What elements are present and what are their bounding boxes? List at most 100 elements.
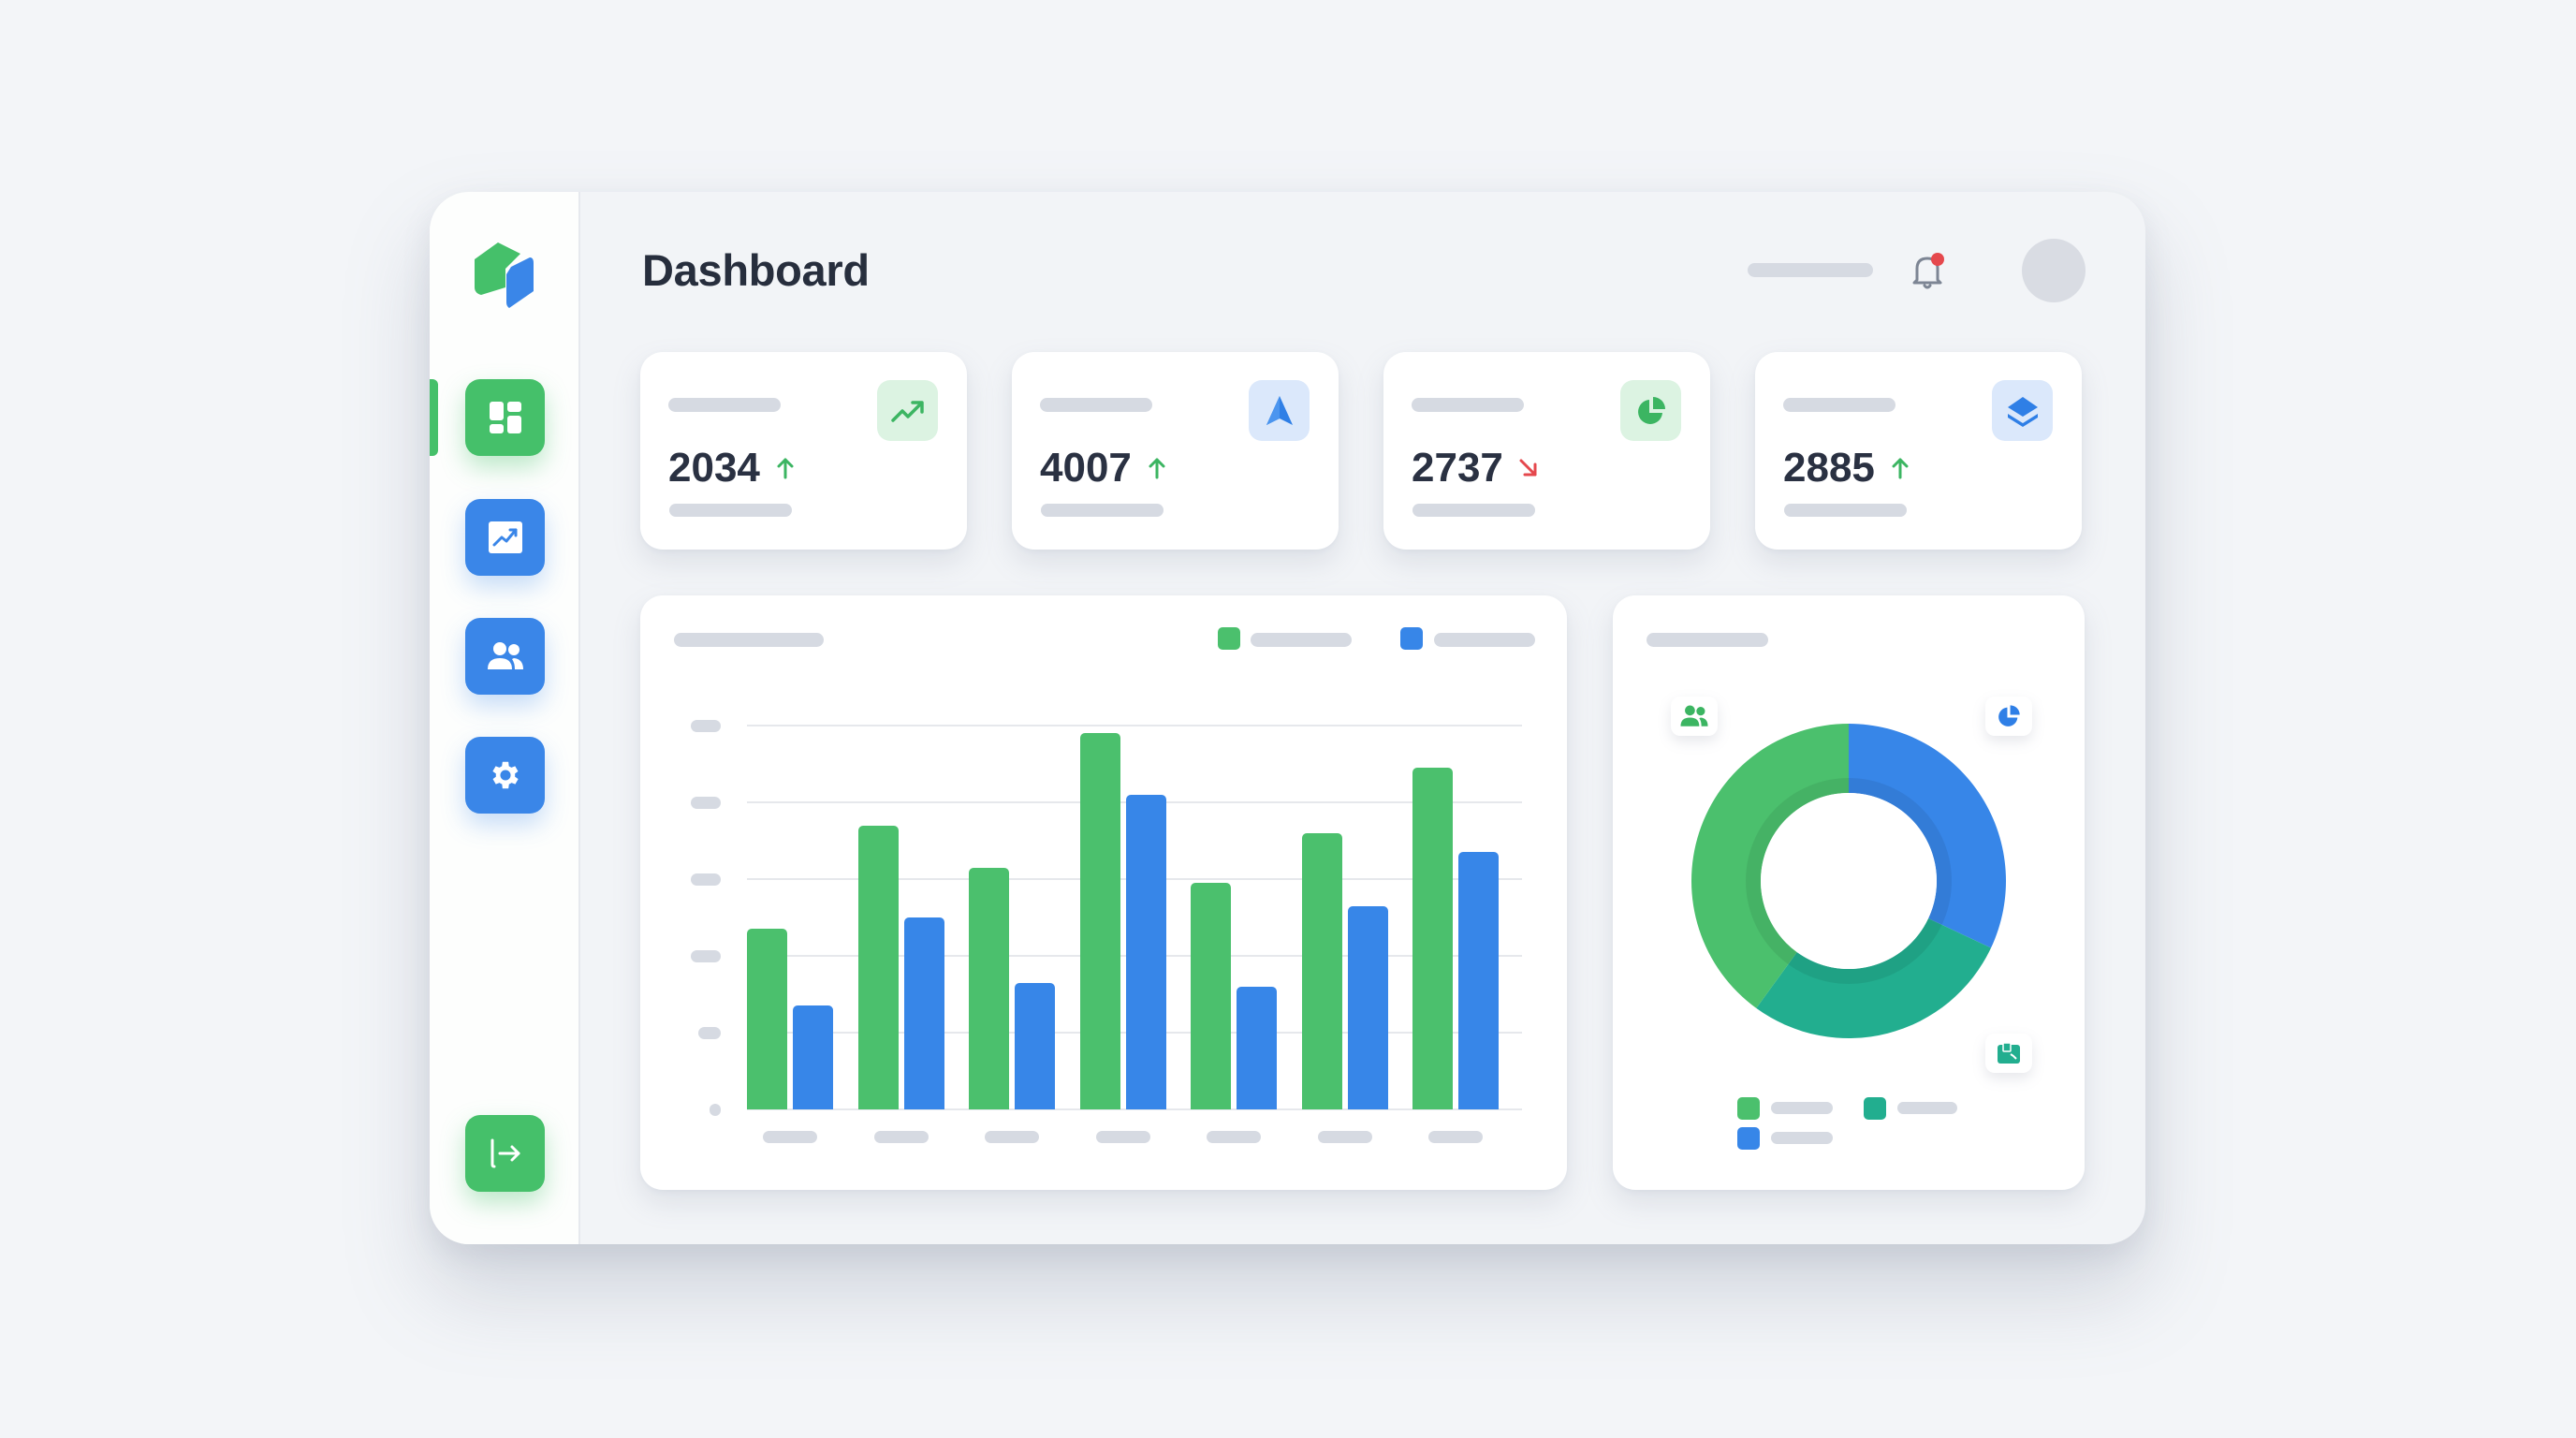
app-window: Dashboard 2034 [430,192,2145,1244]
stat-value: 2885 [1783,445,1875,491]
user-avatar[interactable] [2022,239,2086,302]
bar-series-2[interactable] [1125,794,1166,1109]
bar-series-1[interactable] [1301,832,1342,1109]
legend-label-series-2 [1434,633,1535,647]
stat-sub-placeholder [669,504,792,517]
sidebar [430,192,580,1244]
notification-bell-icon[interactable] [1908,250,1949,291]
legend-label-blue [1771,1132,1833,1144]
stat-icon-box [1992,380,2053,441]
page-title: Dashboard [642,245,870,295]
y-tick-label-placeholder [691,950,721,962]
main-content: Dashboard 2034 [580,192,2145,1244]
stat-card: 4007 [1012,352,1339,550]
bar-series-2[interactable] [1015,982,1055,1109]
y-tick-label-placeholder [691,797,721,809]
arrow-down-right-icon [1519,459,1537,477]
stat-icon-box [1249,380,1310,441]
donut-chart [1691,724,2006,1038]
legend-swatch-blue [1737,1127,1760,1150]
users-icon [487,642,523,669]
bar-series-2[interactable] [793,1005,833,1109]
stat-label-placeholder [1040,398,1152,412]
gridline [747,1108,1522,1110]
x-tick-label-placeholder [1207,1131,1261,1143]
stat-value: 2737 [1412,445,1503,491]
grid-icon [489,402,521,433]
legend-label-green [1771,1102,1833,1114]
arrow-up-icon [1149,458,1165,479]
donut-slice[interactable] [1756,918,1992,1038]
stat-value: 4007 [1040,445,1132,491]
arrow-up-icon [1892,458,1909,479]
x-tick-label-placeholder [1317,1131,1372,1143]
stat-sub-placeholder [1784,504,1907,517]
x-tick-label-placeholder [873,1131,929,1143]
bar-series-1[interactable] [857,825,899,1109]
stat-value: 2034 [668,445,760,491]
x-tick-label-placeholder [1428,1131,1483,1143]
x-tick-label-placeholder [985,1131,1039,1143]
gear-icon [491,761,519,789]
stat-icon-box [877,380,938,441]
stat-card: 2737 [1383,352,1710,550]
bar-series-2[interactable] [1347,905,1388,1109]
stat-label-placeholder [1783,398,1895,412]
stat-card: 2885 [1755,352,2082,550]
stat-card: 2034 [640,352,967,550]
donut-slice[interactable] [1691,724,1849,1008]
sidebar-item-dashboard[interactable] [465,379,545,456]
app-logo-icon [475,242,534,308]
sidebar-item-users[interactable] [465,618,545,695]
logout-button[interactable] [465,1115,545,1192]
bar-chart-card [640,595,1567,1190]
y-tick-label-placeholder [691,720,721,732]
pie-chart-icon [1998,705,2020,726]
bar-series-2[interactable] [1237,986,1277,1109]
donut-slice[interactable] [1849,724,2006,948]
trending-up-icon [890,400,924,422]
bar-series-1[interactable] [747,929,787,1109]
legend-swatch-series-2 [1400,627,1423,650]
bar-series-1[interactable] [1079,733,1120,1109]
bar-series-2[interactable] [903,917,944,1109]
bar-series-1[interactable] [969,867,1009,1109]
chart-title-placeholder [1647,633,1768,647]
sidebar-item-settings[interactable] [465,737,545,814]
sidebar-item-analytics[interactable] [465,499,545,576]
logout-icon [490,1138,520,1168]
chart-title-placeholder [674,633,824,647]
bar-series-2[interactable] [1458,852,1499,1109]
stat-sub-placeholder [1412,504,1535,517]
x-tick-label-placeholder [763,1131,817,1143]
active-nav-indicator [430,379,438,456]
gridline [747,725,1522,726]
legend-label-teal [1897,1102,1957,1114]
trend-chart-icon [488,521,522,553]
stat-sub-placeholder [1041,504,1164,517]
layers-icon [2007,396,2038,427]
legend-label-series-1 [1251,633,1352,647]
stat-label-placeholder [668,398,781,412]
bar-series-1[interactable] [1412,768,1453,1109]
stat-label-placeholder [1412,398,1524,412]
notification-badge [1931,253,1944,266]
bar-series-1[interactable] [1191,883,1231,1109]
x-tick-label-placeholder [1095,1131,1150,1143]
y-tick-label-placeholder [691,873,721,886]
stat-icon-box [1620,380,1681,441]
legend-swatch-series-1 [1218,627,1240,650]
y-tick-label-placeholder [698,1027,721,1039]
pie-chart-icon [1637,396,1665,424]
legend-swatch-green [1737,1097,1760,1120]
users-badge [1671,697,1718,736]
image-badge [1985,1034,2032,1073]
users-icon [1680,705,1708,726]
navigation-arrow-icon [1266,395,1293,425]
image-icon [1998,1042,2020,1064]
legend-swatch-teal [1864,1097,1886,1120]
header-search-placeholder[interactable] [1748,263,1873,277]
y-tick-label-placeholder [710,1104,721,1116]
donut-chart-card [1613,595,2085,1190]
arrow-up-icon [777,458,794,479]
